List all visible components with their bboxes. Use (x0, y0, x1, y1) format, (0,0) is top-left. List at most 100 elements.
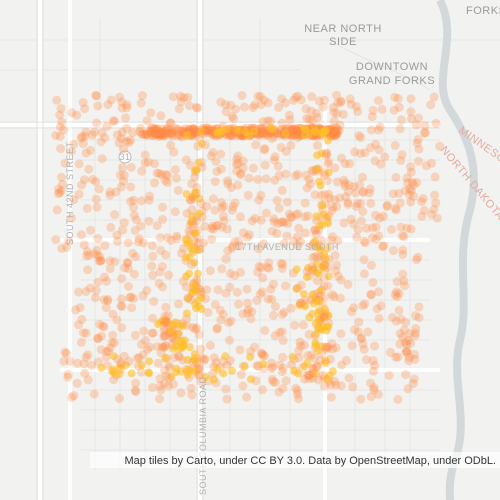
dot (102, 347, 112, 357)
dot (189, 124, 198, 134)
dot (258, 239, 268, 249)
dot (213, 220, 223, 230)
dot (323, 136, 332, 145)
dot (193, 238, 203, 248)
dot (291, 123, 301, 133)
dot (179, 93, 189, 103)
dot (331, 129, 341, 139)
dot (130, 226, 140, 235)
dot (313, 243, 322, 252)
dot (349, 182, 359, 191)
dot (87, 360, 97, 370)
dot (292, 284, 301, 293)
dot (263, 98, 273, 108)
dot (373, 389, 383, 399)
dot (171, 124, 181, 134)
dot (332, 177, 342, 187)
dot (288, 352, 297, 361)
dot (161, 126, 171, 136)
dot (130, 330, 140, 340)
dot (66, 213, 76, 223)
dot (160, 331, 170, 341)
dot (321, 356, 330, 365)
dot (231, 160, 241, 169)
dot (115, 394, 124, 403)
dot (194, 370, 204, 380)
dot (74, 287, 83, 297)
dot (338, 109, 348, 119)
dot (153, 130, 163, 140)
dot (284, 209, 294, 219)
dot (413, 135, 423, 145)
road-label: SOUTH 42ND STREET (65, 141, 75, 245)
route-shield-label: 31 (119, 152, 130, 162)
dot (316, 221, 325, 230)
dot (277, 263, 287, 273)
dot (94, 184, 104, 194)
dot (216, 149, 226, 159)
dot (324, 168, 333, 177)
dot (176, 97, 186, 107)
dot (152, 168, 162, 178)
dot (99, 322, 109, 332)
dot (90, 293, 100, 303)
dot (80, 175, 89, 185)
dot (168, 126, 178, 136)
dot (382, 201, 392, 211)
dot (320, 292, 330, 302)
dot (77, 132, 87, 142)
dot (171, 318, 180, 327)
dot (144, 368, 153, 377)
dot (323, 281, 333, 291)
dot (368, 366, 378, 376)
dot (116, 301, 126, 311)
dot (305, 129, 314, 138)
dot (157, 262, 167, 271)
dot (92, 91, 102, 101)
dot (150, 159, 159, 169)
dot (250, 213, 260, 223)
dot (180, 124, 190, 134)
dot (200, 354, 210, 364)
dot (167, 127, 177, 137)
dot (259, 128, 268, 138)
dot (256, 215, 266, 225)
dot (91, 177, 101, 186)
dot (212, 167, 222, 176)
dot (352, 199, 362, 208)
dot (404, 356, 414, 366)
dot (302, 114, 312, 123)
dot (234, 299, 244, 309)
dot (164, 270, 174, 280)
dot (414, 113, 423, 123)
dot (64, 236, 74, 246)
dot (156, 128, 165, 138)
dot (327, 339, 337, 349)
dot (219, 310, 228, 319)
dot (88, 174, 98, 184)
dot (121, 361, 130, 370)
dot (330, 163, 340, 173)
dot (330, 131, 340, 141)
dot (169, 379, 178, 389)
dot (278, 217, 288, 227)
dot (184, 124, 194, 134)
dot (117, 103, 127, 113)
dot (275, 360, 285, 370)
dot (203, 307, 213, 317)
dot (164, 373, 174, 383)
dot (124, 356, 134, 366)
dot (143, 130, 152, 140)
dot (406, 338, 416, 348)
dot (374, 145, 384, 155)
dot (159, 315, 169, 325)
dot (332, 90, 342, 100)
dot (148, 313, 158, 323)
dot (208, 194, 218, 204)
dot (371, 234, 381, 244)
dot (309, 225, 319, 235)
dot (105, 343, 115, 353)
dot (221, 352, 230, 361)
dot (144, 195, 154, 205)
dot (313, 151, 322, 160)
